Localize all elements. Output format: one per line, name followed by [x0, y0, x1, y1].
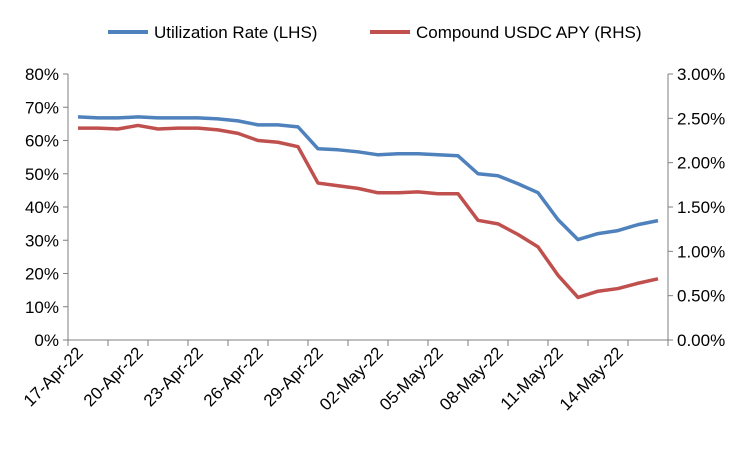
right-y-tick-label: 3.00% [677, 65, 725, 84]
x-tick-label: 14-May-22 [556, 343, 627, 414]
left-y-tick-label: 20% [25, 265, 59, 284]
left-y-tick-label: 40% [25, 198, 59, 217]
legend: Utilization Rate (LHS) Compound USDC APY … [108, 23, 642, 42]
right-y-tick-label: 0.50% [677, 287, 725, 306]
right-y-tick-label: 0.00% [677, 331, 725, 350]
left-y-tick-label: 0% [34, 331, 59, 350]
x-tick-label: 26-Apr-22 [200, 343, 267, 410]
x-tick-label: 08-May-22 [436, 343, 507, 414]
left-y-tick-label: 50% [25, 165, 59, 184]
right-y-tick-label: 2.50% [677, 109, 725, 128]
right-y-tick-label: 1.00% [677, 242, 725, 261]
left-y-tick-label: 30% [25, 231, 59, 250]
series-line-compound-usdc-apy [78, 123, 659, 300]
legend-item-utilization: Utilization Rate (LHS) [108, 23, 317, 42]
left-y-tick-label: 10% [25, 298, 59, 317]
x-tick-label: 20-Apr-22 [80, 343, 147, 410]
legend-item-usdc-apy: Compound USDC APY (RHS) [370, 23, 642, 42]
right-y-tick-label: 1.50% [677, 198, 725, 217]
left-y-tick-label: 80% [25, 65, 59, 84]
x-tick-label: 11-May-22 [497, 343, 567, 413]
left-y-tick-label: 60% [25, 132, 59, 151]
legend-label: Utilization Rate (LHS) [154, 23, 317, 42]
series-layer [77, 115, 659, 300]
left-y-tick-label: 70% [25, 98, 59, 117]
x-tick-label: 17-Apr-22 [20, 343, 87, 410]
legend-label: Compound USDC APY (RHS) [416, 23, 642, 42]
x-tick-label: 23-Apr-22 [140, 343, 207, 410]
x-tick-label: 02-May-22 [316, 343, 387, 414]
x-tick-label: 05-May-22 [376, 343, 447, 414]
right-y-tick-label: 2.00% [677, 154, 725, 173]
series-line-utilization-rate [77, 115, 659, 242]
